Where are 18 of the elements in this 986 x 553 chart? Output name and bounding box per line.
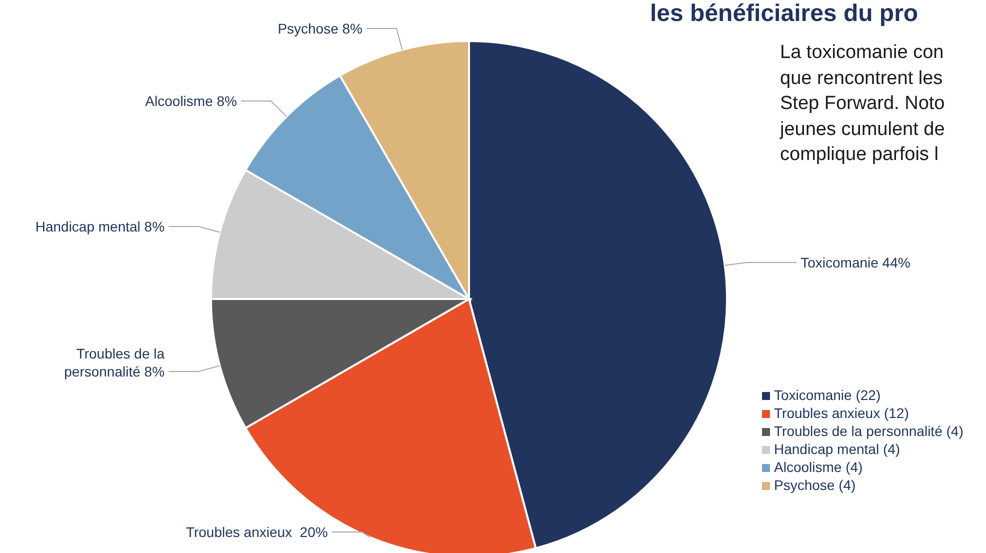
data-label: Troubles de la personnalité 8% (64, 345, 165, 380)
data-label: Alcoolisme 8% (145, 93, 238, 110)
data-label: Handicap mental 8% (35, 218, 165, 235)
legend-label: Troubles anxieux (12) (774, 405, 909, 421)
data-label: Psychose 8% (278, 20, 363, 37)
legend-label: Alcoolisme (4) (774, 459, 863, 475)
chart-title: les bénéficiaires du pro (650, 0, 918, 28)
data-label: Toxicomanie 44% (800, 254, 910, 270)
text: que rencontrent les (780, 66, 944, 90)
text: Step Forward. Noto (780, 92, 945, 116)
text: La toxicomanie con (780, 41, 945, 65)
legend-label: Toxicomanie (22) (774, 387, 881, 403)
data-label: Troubles anxieux 20% (186, 524, 328, 540)
legend-label: Troubles de la personnalité (4) (774, 423, 964, 439)
legend-label: Psychose (4) (774, 477, 856, 493)
legend-label: Handicap mental (4) (774, 441, 900, 457)
text: jeunes cumulent de (780, 118, 945, 142)
text: complique parfois l (780, 143, 940, 167)
